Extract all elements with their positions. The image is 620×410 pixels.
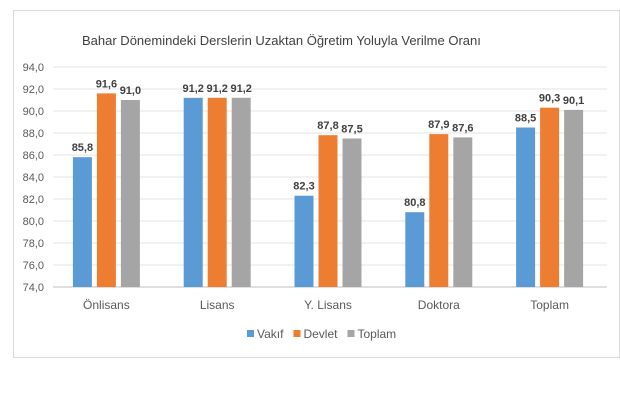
data-label: 91,0: [120, 85, 141, 97]
data-label: 91,2: [182, 83, 203, 95]
data-label: 85,8: [72, 142, 93, 154]
y-tick-label: 78,0: [23, 238, 44, 250]
legend-swatch: [247, 330, 254, 337]
data-label: 91,2: [230, 83, 251, 95]
y-tick-label: 84,0: [23, 172, 44, 184]
x-category-label: Lisans: [200, 298, 235, 312]
bar-toplam: [453, 137, 473, 287]
y-tick-label: 74,0: [23, 282, 44, 294]
x-category-label: Önlisans: [83, 298, 130, 312]
data-label: 80,8: [404, 197, 425, 209]
x-category-label: Doktora: [418, 298, 460, 312]
y-tick-label: 80,0: [23, 216, 44, 228]
x-category-label: Toplam: [530, 298, 569, 312]
chart-title: Bahar Dönemindeki Derslerin Uzaktan Öğre…: [82, 33, 481, 48]
x-category-label: Y. Lisans: [304, 298, 352, 312]
y-tick-label: 86,0: [23, 150, 44, 162]
data-label: 87,6: [452, 122, 473, 134]
bar-devlet: [207, 97, 227, 287]
data-label: 87,9: [428, 119, 449, 131]
bar-devlet: [429, 134, 449, 287]
data-label: 91,2: [206, 83, 227, 95]
bar-toplam: [231, 97, 251, 287]
bar-toplam: [564, 109, 584, 288]
legend-swatch: [293, 330, 301, 337]
legend-label: Toplam: [357, 327, 396, 341]
bar-vakıf: [294, 195, 314, 287]
legend-label: Vakıf: [257, 327, 284, 341]
bar-toplam: [120, 100, 140, 287]
bar-vakıf: [516, 127, 536, 287]
data-label: 87,8: [317, 120, 338, 132]
legend-swatch: [347, 330, 355, 337]
y-tick-label: 92,0: [23, 84, 44, 96]
bar-devlet: [318, 135, 338, 287]
y-tick-label: 88,0: [23, 128, 44, 140]
legend-label: Devlet: [303, 327, 338, 341]
data-label: 91,6: [96, 78, 117, 90]
bar-vakıf: [405, 212, 425, 287]
bar-vakıf: [183, 97, 203, 287]
bar-vakıf: [72, 157, 92, 287]
bar-devlet: [96, 93, 116, 288]
data-label: 82,3: [293, 181, 314, 193]
bar-toplam: [342, 138, 362, 287]
y-tick-label: 76,0: [23, 260, 44, 272]
data-label: 90,3: [539, 93, 560, 105]
data-label: 90,1: [563, 95, 584, 107]
y-tick-label: 82,0: [23, 194, 44, 206]
data-label: 87,5: [341, 124, 362, 136]
bar-devlet: [540, 107, 560, 287]
y-tick-label: 90,0: [23, 106, 44, 118]
data-label: 88,5: [515, 113, 536, 125]
y-tick-label: 94,0: [23, 62, 44, 74]
